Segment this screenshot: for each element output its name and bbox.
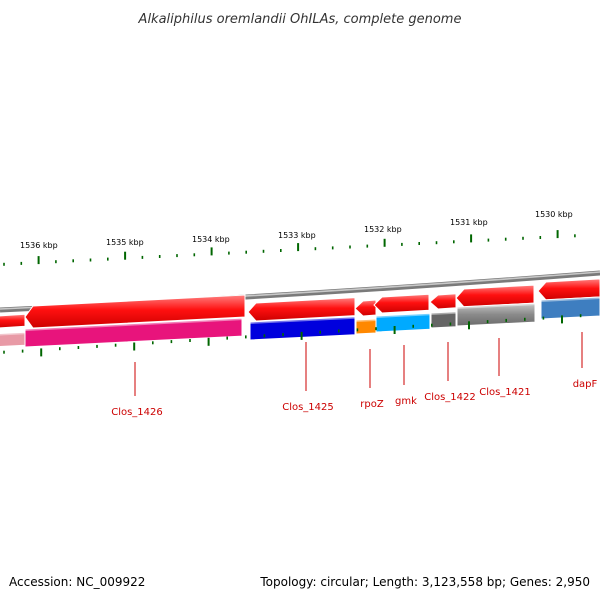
scale-labels: 1536 kbp 1535 kbp 1534 kbp 1533 kbp 1532 kbp… xyxy=(20,210,573,250)
cds-block-highlight xyxy=(375,313,431,318)
forward-gene-arrow xyxy=(373,293,430,314)
cds-block-highlight xyxy=(456,303,536,309)
cds-block xyxy=(456,302,536,327)
cds-block-highlight xyxy=(540,297,600,302)
gene-label[interactable]: dapF xyxy=(573,379,598,390)
scale-label: 1533 kbp xyxy=(278,231,316,240)
gene-label[interactable]: Clos_1425 xyxy=(282,402,334,413)
gene-labels: Clos_1426 Clos_1425 rpoZ gmk Clos_1422 Clos_1… xyxy=(111,332,598,418)
cds-block xyxy=(355,318,377,335)
cds-block-highlight xyxy=(430,311,457,315)
gene-label-group[interactable]: Clos_1421 xyxy=(479,338,531,398)
gene-label-group[interactable]: rpoZ xyxy=(360,349,384,410)
scale-label: 1534 kbp xyxy=(192,235,230,244)
cds-block xyxy=(375,312,431,333)
forward-strand-track xyxy=(0,278,600,329)
gene-label-group[interactable]: gmk xyxy=(395,345,417,407)
gene-label-group[interactable]: dapF xyxy=(573,332,598,390)
cds-block xyxy=(249,316,356,341)
cds-block xyxy=(540,296,600,320)
scale-label: 1532 kbp xyxy=(364,225,402,234)
cds-block xyxy=(24,317,243,348)
forward-gene-arrow xyxy=(354,299,377,317)
scale-label: 1531 kbp xyxy=(450,218,488,227)
inner-ticks xyxy=(3,314,582,357)
gene-label[interactable]: rpoZ xyxy=(360,399,384,410)
gene-label-group[interactable]: Clos_1425 xyxy=(282,342,334,413)
accession-text: Accession: NC_009922 xyxy=(9,575,145,589)
scale-label: 1536 kbp xyxy=(20,241,58,250)
cds-block-highlight xyxy=(355,319,377,322)
scale-label: 1535 kbp xyxy=(106,238,144,247)
gene-label-group[interactable]: Clos_1422 xyxy=(424,342,476,403)
map-title: Alkaliphilus oremlandii OhILAs, complete… xyxy=(138,12,462,27)
cds-block-highlight xyxy=(0,332,26,336)
gene-label[interactable]: Clos_1426 xyxy=(111,407,163,418)
gene-label[interactable]: Clos_1421 xyxy=(479,387,531,398)
gene-label[interactable]: Clos_1422 xyxy=(424,392,476,403)
forward-gene-arrow xyxy=(537,278,600,301)
outer-ticks xyxy=(3,230,576,266)
cds-block-highlight xyxy=(24,318,243,331)
forward-gene-arrow xyxy=(0,313,26,329)
forward-gene-arrow xyxy=(429,293,457,310)
genome-summary-text: Topology: circular; Length: 3,123,558 bp… xyxy=(259,575,590,589)
forward-gene-arrow xyxy=(455,284,535,308)
scale-label: 1530 kbp xyxy=(535,210,573,219)
gene-label[interactable]: gmk xyxy=(395,396,417,407)
forward-gene-arrow xyxy=(24,294,246,329)
cds-block-highlight xyxy=(249,316,356,324)
forward-gene-arrow xyxy=(247,297,356,322)
gene-label-group[interactable]: Clos_1426 xyxy=(111,362,163,418)
